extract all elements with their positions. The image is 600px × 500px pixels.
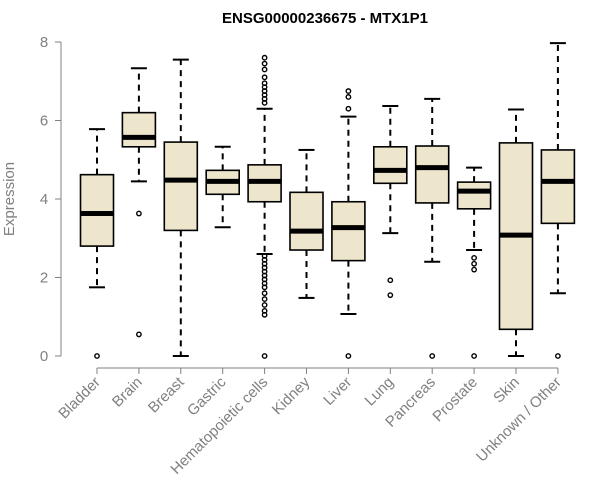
box [540,149,576,225]
x-tick-label: Skin [490,374,523,407]
y-tick-label: 0 [40,348,48,365]
box [79,173,115,247]
outlier-point [471,353,477,359]
box [414,145,450,204]
outlier-point [261,290,268,297]
x-tick-label: Lung [362,374,398,410]
box [121,111,157,148]
box-group [498,108,534,357]
outlier-point [261,60,268,67]
outlier-point [345,88,352,94]
outlier-point [555,353,561,359]
box [163,141,199,232]
outlier-point [387,292,394,299]
outlier-point [429,353,436,359]
outlier-point [261,99,268,106]
x-tick-label: Liver [320,374,355,409]
box [456,181,492,210]
outlier-point [94,353,100,359]
box-group [205,145,240,229]
outlier-point [261,66,268,73]
box-group [163,58,199,357]
outlier-point [345,105,352,112]
outlier-point [471,266,477,273]
box-group [414,97,450,359]
outlier-point [135,210,142,217]
y-tick-label: 8 [40,34,48,51]
outlier-point [471,260,477,267]
axes: 0 2 4 6 8 [40,34,559,374]
outlier-point [261,353,268,359]
x-tick-label: Breast [145,373,188,416]
outlier-point [261,311,268,318]
outlier-point [345,353,352,359]
box-group [540,42,576,359]
x-tick-label: Bladder [55,374,104,423]
outlier-point [135,331,142,338]
box-group [79,128,115,359]
y-tick-label: 4 [40,191,48,208]
outlier-point [261,74,268,81]
box [372,145,408,185]
y-tick-label: 6 [40,113,48,130]
box-group [121,67,157,338]
x-tick-label: Kidney [269,373,314,418]
box-group [247,54,282,359]
chart-title: ENSG00000236675 - MTX1P1 [222,10,428,27]
box-group [372,104,408,299]
outlier-point [387,277,394,284]
y-tick-label: 2 [40,270,48,287]
box [331,200,366,262]
outlier-point [261,296,268,302]
box-group [289,148,324,299]
outlier-point [261,54,268,61]
x-tick-label: Prostate [429,374,481,426]
outlier-point [345,94,352,100]
outlier-point [471,254,477,261]
x-tick-label: Brain [109,374,146,411]
box-group [456,166,492,359]
outlier-point [261,302,268,308]
box [289,191,324,251]
box-group [331,88,366,359]
outlier-point [261,284,268,291]
y-axis-label: Expression [1,162,18,236]
boxes [79,42,576,359]
